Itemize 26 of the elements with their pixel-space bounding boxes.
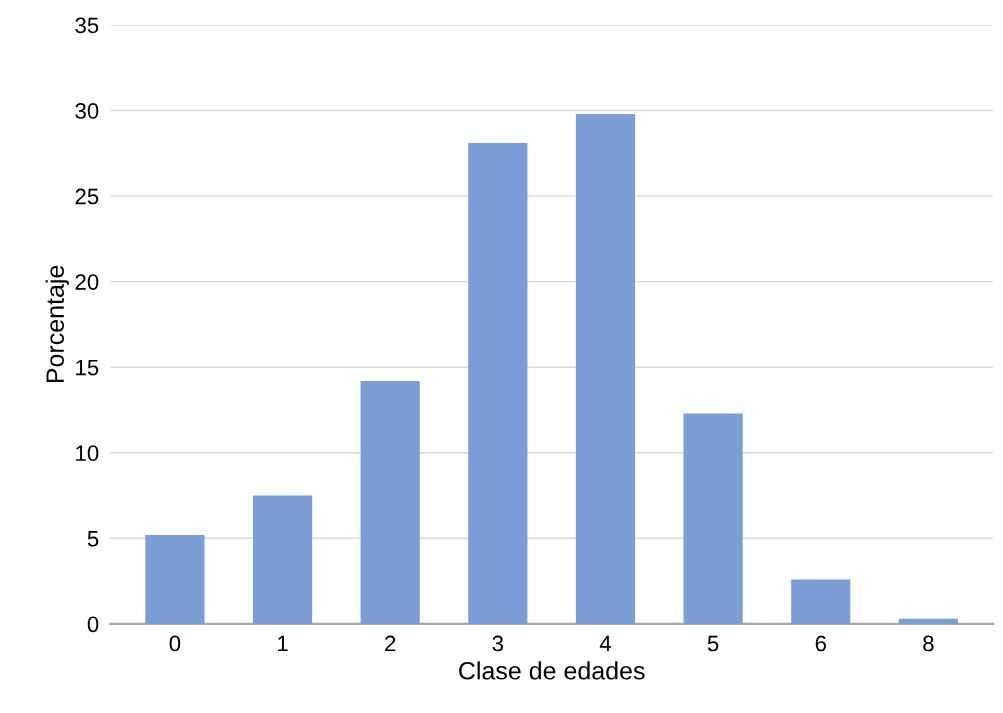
x-tick-label: 2 [385, 635, 396, 652]
bar [252, 495, 313, 624]
x-tick-label: 0 [169, 635, 181, 652]
y-tick-label: 25 [75, 188, 99, 205]
x-tick-label: 8 [923, 635, 934, 652]
y-tick-label: 5 [87, 531, 99, 547]
y-axis-title: Porcentaje [45, 265, 69, 383]
bar [683, 413, 743, 624]
bar [898, 618, 958, 624]
bar [791, 579, 851, 624]
bar [468, 143, 528, 624]
x-tick-label: 3 [492, 635, 504, 652]
x-axis-title: Clase de edades [459, 661, 645, 680]
x-tick-label: 1 [278, 635, 288, 652]
x-tick-label: 6 [815, 635, 826, 652]
bar [575, 113, 636, 624]
y-tick-label: 35 [75, 17, 99, 34]
y-tick-label: 20 [75, 274, 99, 290]
x-tick-label: 4 [599, 635, 611, 652]
y-tick-label: 15 [76, 359, 99, 376]
y-tick-label: 30 [75, 103, 99, 119]
y-tick-label: 10 [76, 445, 99, 462]
y-tick-label: 0 [87, 616, 99, 633]
x-tick-label: 5 [707, 635, 719, 652]
bar [145, 534, 205, 624]
bar [360, 380, 420, 624]
